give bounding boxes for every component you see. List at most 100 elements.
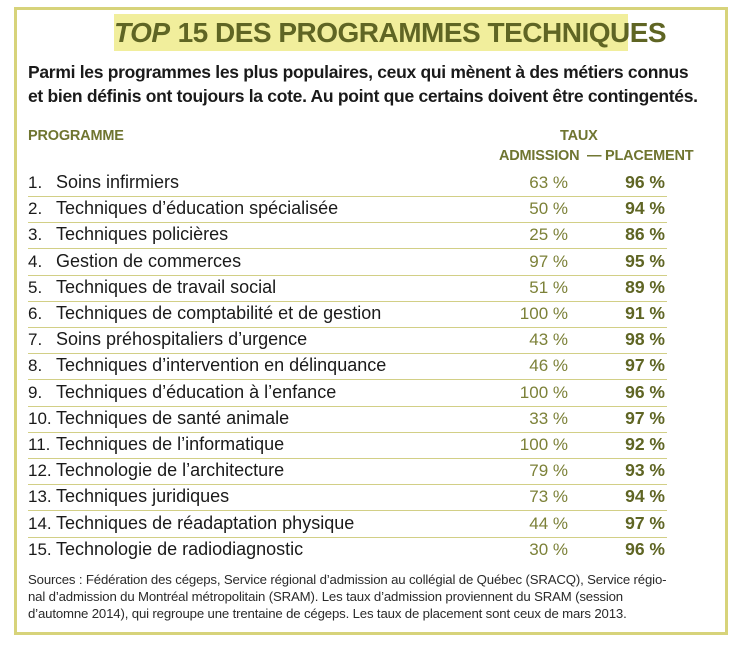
admission-rate: 97 % [529, 251, 568, 271]
infographic-frame [14, 7, 728, 635]
programme-name: Soins préhospitaliers d’urgence [56, 329, 308, 350]
row-number: 7. [28, 330, 43, 350]
row-number: 12. [28, 461, 52, 481]
row-number: 5. [28, 277, 43, 297]
admission-rate: 43 % [529, 330, 568, 350]
row-number: 10. [28, 408, 52, 428]
header-programme: PROGRAMME [28, 128, 124, 144]
row-divider [28, 510, 667, 512]
placement-rate: 96 % [625, 538, 665, 559]
row-number: 9. [28, 382, 43, 402]
row-divider [28, 327, 667, 328]
programme-name: Soins infirmiers [56, 172, 180, 192]
placement-rate: 93 % [625, 460, 665, 481]
programme-name: Gestion de commerces [56, 250, 242, 271]
sources-line: nal d’admission du Montréal métropolitai… [28, 589, 623, 604]
placement-rate: 94 % [625, 486, 665, 507]
programme-name: Techniques de l’informatique [56, 434, 285, 454]
admission-rate: 50 % [529, 199, 568, 219]
programme-name: Techniques d’éducation à l’enfance [56, 381, 337, 402]
row-number: 14. [28, 513, 52, 533]
table-row: 10. Techniques de santé animale 33 % 97 % [0, 407, 750, 433]
programme-name: Techniques de comptabilité et de gestion [56, 303, 382, 323]
placement-rate: 92 % [625, 434, 665, 454]
intro-line: et bien définis ont toujours la cote. Au… [28, 86, 698, 106]
row-divider [28, 536, 667, 538]
table-row: 6. Techniques de comptabilité et de gesti… [0, 302, 750, 328]
programme-name: Techniques d’éducation spécialisée [56, 198, 339, 219]
header-taux: TAUX [560, 128, 598, 144]
header-dash: — [587, 148, 602, 164]
row-number: 3. [28, 225, 43, 245]
row-divider [28, 274, 667, 276]
row-divider [28, 300, 667, 302]
row-number: 11. [28, 435, 51, 454]
row-number: 8. [28, 356, 43, 376]
admission-rate: 79 % [529, 461, 568, 481]
placement-rate: 86 % [625, 224, 665, 245]
admission-rate: 100 % [519, 304, 568, 323]
programme-name: Technologie de radiodiagnostic [56, 538, 304, 559]
table-row: 11. Techniques de l’informatique 100 % 92 % [0, 433, 750, 459]
programme-name: Technologie de l’architecture [56, 460, 285, 481]
admission-rate: 63 % [529, 173, 568, 192]
intro-line: Parmi les programmes les plus populaires… [28, 62, 689, 82]
table-row: 3. Techniques policières 25 % 86 % [0, 223, 750, 250]
admission-rate: 30 % [529, 539, 568, 559]
table-row: 4. Gestion de commerces 97 % 95 % [0, 250, 750, 276]
programme-name: Techniques d’intervention en délinquance [56, 355, 387, 376]
row-number: 13. [28, 487, 52, 507]
title-emphasis: TOP [114, 17, 170, 48]
programme-name: Techniques de réadaptation physique [56, 512, 355, 533]
admission-rate: 25 % [529, 225, 568, 245]
placement-rate: 96 % [625, 381, 665, 402]
header-admission: ADMISSION [499, 148, 580, 164]
placement-rate: 89 % [625, 276, 665, 297]
admission-rate: 46 % [529, 356, 568, 376]
admission-rate: 44 % [529, 513, 568, 533]
placement-rate: 94 % [625, 198, 665, 219]
row-divider [28, 379, 667, 381]
row-number: 2. [28, 199, 43, 219]
placement-rate: 98 % [625, 329, 665, 350]
table-row: 9. Techniques d’éducation à l’enfance 100 … [0, 381, 750, 407]
table-row: 1. Soins infirmiers 63 % 96 % [0, 171, 750, 197]
row-number: 1. [28, 173, 43, 192]
row-divider [28, 405, 667, 407]
table-row: 13. Techniques juridiques 73 % 94 % [0, 485, 750, 512]
programme-name: Techniques juridiques [56, 486, 230, 507]
sources-line: Sources : Fédération des cégeps, Service… [28, 572, 667, 587]
admission-rate: 73 % [529, 487, 568, 507]
table-row: 8. Techniques d’intervention en délinquan… [0, 354, 750, 381]
row-divider [28, 431, 667, 433]
table-row: 15. Technologie de radiodiagnostic 30 % 96 … [0, 538, 750, 564]
placement-rate: 95 % [625, 250, 665, 271]
row-number: 6. [28, 304, 43, 323]
placement-rate: 97 % [625, 355, 665, 376]
placement-rate: 91 % [625, 303, 665, 323]
admission-rate: 51 % [529, 277, 568, 297]
row-number: 4. [28, 251, 43, 271]
admission-rate: 33 % [529, 408, 568, 428]
row-divider [28, 222, 667, 224]
table-row: 14. Techniques de réadaptation physique 44… [0, 512, 750, 538]
intro-paragraph: Parmi les programmes les plus populaires… [28, 60, 728, 108]
row-divider [28, 353, 667, 355]
row-divider [28, 458, 667, 459]
placement-rate: 97 % [625, 512, 665, 533]
sources-note: Sources : Fédération des cégeps, Service… [28, 571, 718, 622]
table-row: 12. Technologie de l’architecture 79 % 93 % [0, 459, 750, 486]
programme-name: Techniques policières [56, 224, 229, 245]
programme-name: Techniques de santé animale [56, 407, 290, 428]
admission-rate: 100 % [519, 382, 568, 402]
sources-line: d’automne 2014), qui regroupe une trenta… [28, 606, 627, 621]
table-row: 2. Techniques d’éducation spécialisée 50 %… [0, 197, 750, 224]
page-title: TOP 15 DES PROGRAMMES TECHNIQUES [114, 14, 667, 51]
row-number: 15. [28, 539, 52, 559]
table-row: 5. Techniques de travail social 51 % 89 % [0, 276, 750, 302]
row-divider [28, 484, 667, 486]
placement-rate: 97 % [625, 407, 665, 428]
admission-rate: 100 % [519, 435, 568, 454]
programme-name: Techniques de travail social [56, 276, 277, 297]
title-text: 15 DES PROGRAMMES TECHNIQUES [177, 17, 667, 48]
